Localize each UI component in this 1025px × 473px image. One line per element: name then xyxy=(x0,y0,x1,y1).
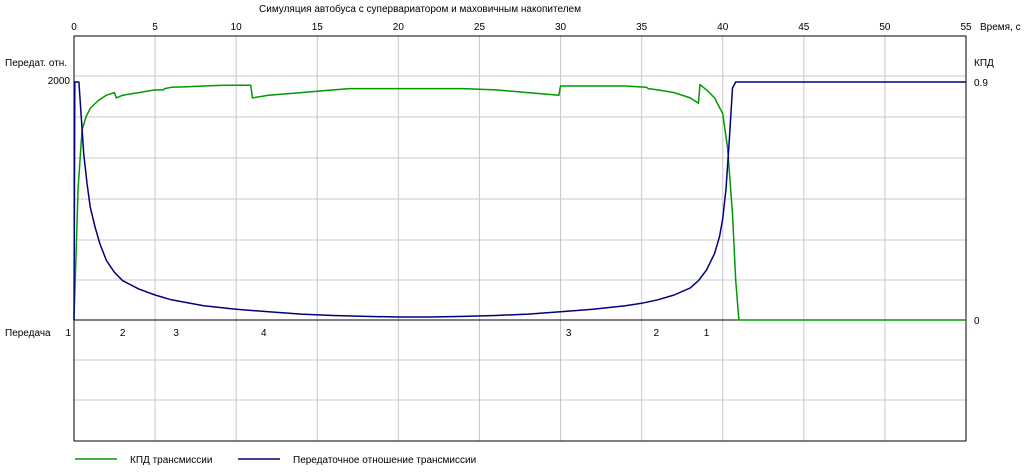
legend: КПД трансмиссии Передаточное отношение тр… xyxy=(75,455,476,466)
x-tick-label: 15 xyxy=(312,22,324,33)
gear-markers: 1 2 3 4 3 2 1 xyxy=(65,328,709,339)
x-tick-label: 50 xyxy=(879,22,891,33)
series-line xyxy=(73,81,966,321)
gear-panel-frame xyxy=(73,319,967,442)
plot-frames xyxy=(73,35,967,442)
gear-marker: 3 xyxy=(566,328,572,339)
x-tick-label: 40 xyxy=(717,22,729,33)
x-tick-label: 35 xyxy=(636,22,648,33)
y-left-axis-label: Передат. отн. xyxy=(5,58,67,69)
x-tick-labels: 0 5 10 15 20 25 30 35 40 45 50 55 xyxy=(71,22,972,33)
x-tick-label: 20 xyxy=(393,22,405,33)
gear-marker: 2 xyxy=(120,328,126,339)
x-tick-label: 55 xyxy=(960,22,972,33)
y-right-tick-labels: 0.90 xyxy=(974,78,988,327)
y-right-axis-label: КПД xyxy=(974,58,994,69)
legend-label: КПД трансмиссии xyxy=(130,455,212,466)
chart-title: Симуляция автобуса с супервариатором и м… xyxy=(259,3,581,15)
legend-label: Передаточное отношение трансмиссии xyxy=(293,455,476,466)
x-axis-label: Время, с xyxy=(980,22,1021,33)
y-right-tick-label: 0.9 xyxy=(974,78,988,89)
x-tick-label: 30 xyxy=(555,22,567,33)
x-tick-label: 45 xyxy=(798,22,810,33)
y-right-tick-label: 0 xyxy=(974,316,980,327)
y-left-tick-labels: 2000 xyxy=(48,76,71,87)
gear-panel-label: Передача xyxy=(5,328,51,339)
gear-marker: 4 xyxy=(261,328,267,339)
series-lines xyxy=(73,81,966,321)
x-tick-label: 25 xyxy=(474,22,486,33)
series-line xyxy=(73,83,966,321)
grid xyxy=(74,36,966,441)
gear-marker: 1 xyxy=(65,328,71,339)
x-tick-label: 10 xyxy=(231,22,243,33)
gear-marker: 3 xyxy=(173,328,179,339)
gear-marker: 2 xyxy=(653,328,659,339)
gear-marker: 1 xyxy=(704,328,710,339)
x-tick-label: 5 xyxy=(152,22,158,33)
y-left-tick-label: 2000 xyxy=(48,76,71,87)
x-tick-label: 0 xyxy=(71,22,77,33)
main-plot-frame xyxy=(73,35,967,321)
